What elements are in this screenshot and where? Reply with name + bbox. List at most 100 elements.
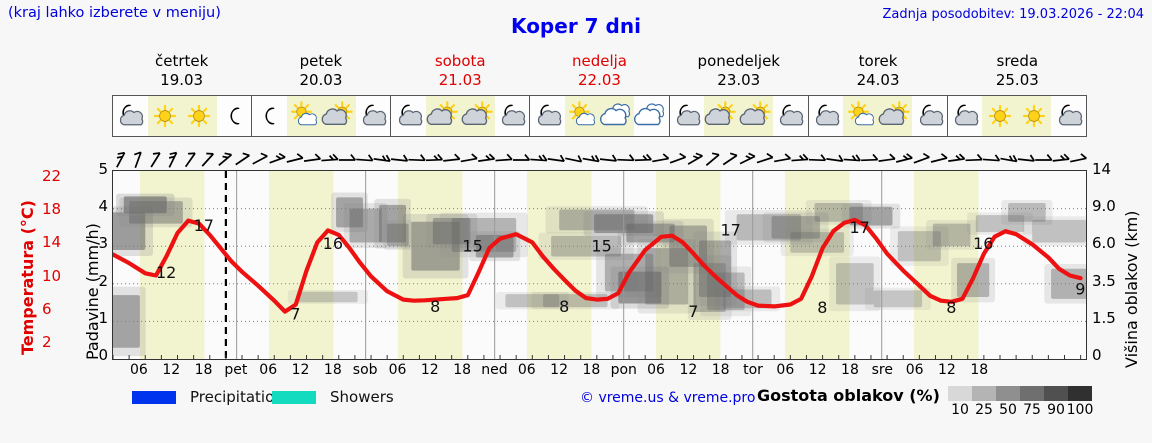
sun-icon — [1016, 96, 1052, 136]
time-axis-label: 12 — [938, 362, 956, 378]
temperature-extreme-label: 12 — [156, 263, 176, 282]
time-axis-label: 18 — [194, 362, 213, 378]
sun-cloud-icon — [460, 96, 495, 136]
sun-cloud-icon — [704, 96, 739, 136]
time-axis-label: 18 — [970, 362, 989, 378]
cloud-scale-label-2: 50 — [999, 402, 1017, 418]
icon-day-4 — [530, 96, 670, 136]
temperature-extreme-label: 17 — [194, 216, 214, 235]
temperature-extreme-label: 8 — [817, 298, 827, 317]
cloud-scale-step-1 — [972, 386, 996, 401]
day-header-6: torek 24.03 — [808, 52, 947, 92]
cloud-scale-step-0 — [948, 386, 972, 401]
day-name: četrtek — [154, 52, 209, 70]
temperature-tick-5: 2 — [42, 333, 52, 351]
sun-cloud-icon — [425, 96, 461, 136]
time-axis-label: 12 — [808, 362, 827, 378]
temperature-extreme-label: 15 — [462, 236, 482, 255]
day-name: petek — [299, 52, 343, 70]
wind-barb-strip — [116, 151, 1087, 169]
time-axis-label: 18 — [841, 362, 859, 378]
time-axis: 06 12 18 pet 06 12 18 sob 06 12 18 ned 06 12 18 pon 06 12… — [112, 360, 1087, 382]
temperature-tick-2: 14 — [42, 233, 62, 252]
temperature-extreme-label: 15 — [591, 236, 611, 255]
day-name: nedelja — [571, 52, 627, 70]
precipitation-axis-title: Padavine (mm/h) — [83, 223, 102, 360]
day-date: 23.03 — [717, 71, 761, 89]
time-axis-label: 12 — [679, 362, 698, 378]
showers-swatch — [272, 391, 316, 404]
weather-icon-strip — [112, 95, 1087, 137]
cloud-scale-label-0: 10 — [951, 402, 969, 418]
moon-cloud-icon — [530, 96, 565, 136]
temperature-extreme-label: 8 — [946, 298, 956, 317]
icon-day-1 — [113, 96, 253, 136]
meteogram-canvas: 12 17 7 16 8 15 8 15 7 17 8 17 8 16 9 — [113, 171, 1086, 359]
sun-cloud-icon — [877, 96, 913, 136]
moon-cloud-icon — [948, 96, 983, 136]
temperature-extreme-label: 7 — [688, 302, 698, 321]
menu-hint-text: (kraj lahko izberete v meniju) — [8, 5, 221, 21]
time-axis-label: 06 — [130, 362, 148, 378]
moon-cloud-icon — [670, 96, 705, 136]
moon-icon — [252, 96, 287, 136]
legend-row: Precipitation Showers — [112, 388, 1152, 428]
sun-cloud-icon — [738, 96, 774, 136]
sun-small-cloud-icon — [843, 96, 878, 136]
showers-legend-label: Showers — [330, 388, 394, 406]
cloud-scale-step-5 — [1068, 386, 1092, 401]
day-date: 20.03 — [299, 71, 343, 89]
time-axis-label: pet — [224, 362, 248, 378]
cloud-overcast-icon — [599, 96, 635, 136]
moon-cloud-icon — [773, 96, 808, 136]
day-name: sobota — [434, 52, 486, 70]
cloud-density-scale-labels: 10 25 50 75 90 100 — [940, 402, 1150, 420]
temperature-extreme-label: 8 — [559, 297, 569, 316]
temperature-extreme-label: 8 — [430, 297, 440, 316]
day-date: 22.03 — [578, 71, 621, 89]
time-axis-label: 18 — [453, 362, 472, 378]
precipitation-legend-label: Precipitation — [190, 388, 284, 406]
time-axis-label: 18 — [582, 362, 601, 378]
moon-cloud-icon — [912, 96, 947, 136]
time-axis-label: 12 — [291, 362, 310, 378]
cloud-overcast-icon — [634, 96, 669, 136]
icon-day-2 — [252, 96, 392, 136]
sun-icon — [182, 96, 217, 136]
temperature-tick-1: 18 — [42, 200, 62, 219]
day-name: torek — [858, 52, 898, 70]
sun-cloud-icon — [321, 96, 356, 136]
time-axis-label: 12 — [420, 362, 439, 378]
copyright-link[interactable]: © vreme.us & vreme.pro — [580, 390, 756, 406]
time-axis-label: ned — [481, 362, 508, 378]
cloud-scale-step-3 — [1020, 386, 1044, 401]
time-axis-label: 12 — [550, 362, 569, 378]
icon-day-7 — [948, 96, 1086, 136]
day-header-5: ponedeljek 23.03 — [669, 52, 808, 92]
day-header-4: nedelja 22.03 — [530, 52, 669, 92]
page-title: Koper 7 dni — [511, 14, 641, 38]
day-date: 21.03 — [438, 71, 482, 89]
day-name: ponedeljek — [697, 52, 780, 70]
last-update-text: Zadnja posodobitev: 19.03.2026 - 22:04 — [882, 7, 1144, 22]
day-header-row: četrtek 19.03 petek 20.03 sobota 21.03 nedelja… — [112, 52, 1087, 92]
time-axis-label: tor — [743, 362, 763, 378]
icon-day-6 — [809, 96, 948, 136]
temperature-extreme-label: 9 — [1075, 279, 1085, 298]
moon-cloud-icon — [809, 96, 844, 136]
icon-day-5 — [670, 96, 809, 136]
sun-icon — [982, 96, 1017, 136]
moon-cloud-icon — [495, 96, 530, 136]
temperature-extreme-label: 16 — [323, 234, 343, 253]
meteogram-plot: 12 17 7 16 8 15 8 15 7 17 8 17 8 16 9 — [112, 170, 1087, 360]
cloud-height-axis-title: Višina oblakov (km) — [1122, 210, 1141, 368]
sun-icon — [147, 96, 183, 136]
time-axis-label: pon — [610, 362, 637, 378]
temperature-extreme-label: 7 — [290, 305, 300, 324]
temperature-tick-0: 22 — [42, 167, 62, 185]
cloud-scale-label-1: 25 — [975, 402, 993, 418]
time-axis-label: sob — [352, 362, 378, 378]
time-axis-label: 06 — [388, 362, 407, 378]
cloud-scale-label-3: 75 — [1023, 402, 1041, 418]
day-name: sreda — [996, 52, 1039, 70]
